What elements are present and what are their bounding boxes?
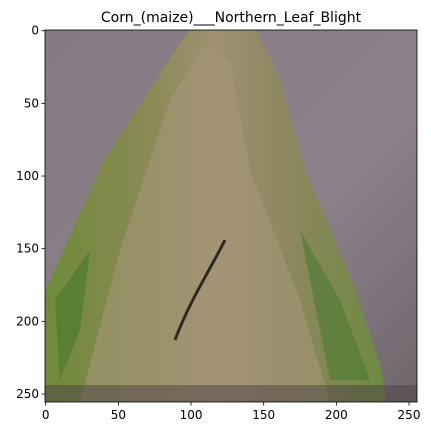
x-tick-label: 100 [180,408,203,422]
lesion [80,45,330,402]
y-tick-label: 50 [24,96,39,110]
leaf-vein [173,239,227,341]
x-tick-label: 200 [325,408,348,422]
y-tick-label: 150 [16,242,39,256]
leaf-edge [55,250,90,380]
y-tick-label: 100 [16,169,39,183]
chart-title: Corn_(maize)___Northern_Leaf_Blight [101,10,362,26]
x-tick-label: 250 [398,408,421,422]
leaf-edge [300,230,370,380]
x-tick-label: 0 [42,408,50,422]
y-tick-label: 0 [31,24,39,38]
y-tick-label: 200 [16,314,39,328]
image [45,30,417,402]
axes-frame [44,29,418,403]
y-tick-label: 250 [16,387,39,401]
shadow [45,385,417,402]
x-tick-label: 50 [111,408,126,422]
x-tick-label: 150 [252,408,275,422]
